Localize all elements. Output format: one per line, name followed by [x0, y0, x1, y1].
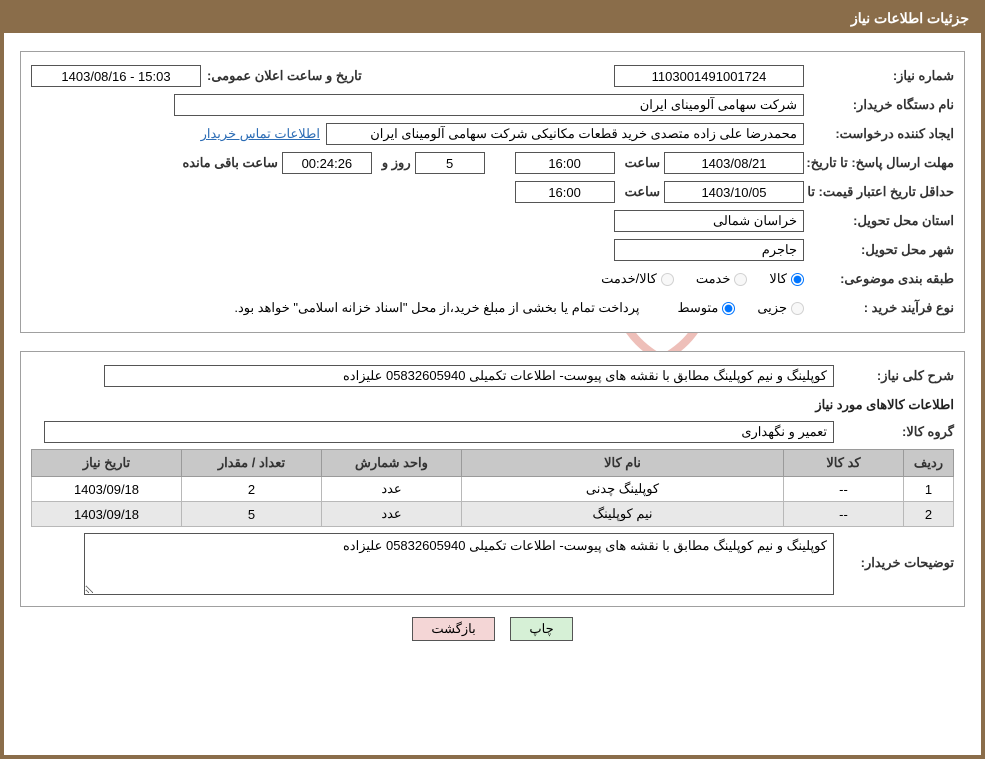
radio-goods[interactable]: [791, 273, 804, 286]
announce-datetime-field[interactable]: [31, 65, 201, 87]
category-label: طبقه بندی موضوعی:: [804, 271, 954, 287]
city-field[interactable]: [614, 239, 804, 261]
th-code: کد کالا: [784, 450, 904, 477]
table-cell: کوپلینگ چدنی: [462, 477, 784, 502]
reply-date-field[interactable]: [664, 152, 804, 174]
goods-group-label: گروه کالا:: [834, 424, 954, 440]
table-cell: نیم کوپلینگ: [462, 502, 784, 527]
table-cell: --: [784, 477, 904, 502]
buyer-org-field[interactable]: [174, 94, 804, 116]
th-date: تاریخ نیاز: [32, 450, 182, 477]
table-cell: 1: [904, 477, 954, 502]
buyer-notes-label: توضیحات خریدار:: [834, 533, 954, 571]
panel-header: جزئیات اطلاعات نیاز: [4, 4, 981, 33]
button-row: چاپ بازگشت: [4, 617, 981, 641]
radio-goods-service[interactable]: [661, 273, 674, 286]
purchase-type-label: نوع فرآیند خرید :: [804, 300, 954, 316]
need-number-label: شماره نیاز:: [804, 68, 954, 84]
table-row: 1--کوپلینگ چدنیعدد21403/09/18: [32, 477, 954, 502]
buyer-org-label: نام دستگاه خریدار:: [804, 97, 954, 113]
buyer-contact-link[interactable]: اطلاعات تماس خریدار: [201, 126, 320, 142]
time-label-2: ساعت: [619, 184, 660, 200]
table-cell: 2: [182, 477, 322, 502]
header-title: جزئیات اطلاعات نیاز: [851, 10, 969, 26]
table-row: 2--نیم کوپلینگعدد51403/09/18: [32, 502, 954, 527]
requester-label: ایجاد کننده درخواست:: [804, 126, 954, 142]
radio-service-label: خدمت: [696, 271, 731, 287]
city-label: شهر محل تحویل:: [804, 242, 954, 258]
th-name: نام کالا: [462, 450, 784, 477]
th-row: ردیف: [904, 450, 954, 477]
radio-medium-label: متوسط: [677, 300, 718, 316]
details-panel: شماره نیاز: تاریخ و ساعت اعلان عمومی: نا…: [20, 51, 965, 333]
radio-minor[interactable]: [791, 302, 804, 315]
table-cell: 1403/09/18: [32, 502, 182, 527]
announce-datetime-label: تاریخ و ساعت اعلان عمومی:: [201, 68, 362, 84]
items-info-title: اطلاعات کالاهای مورد نیاز: [31, 397, 954, 413]
radio-medium[interactable]: [722, 302, 735, 315]
radio-service[interactable]: [734, 273, 747, 286]
table-cell: 2: [904, 502, 954, 527]
need-summary-label: شرح کلی نیاز:: [834, 368, 954, 384]
radio-goods-label: کالا: [769, 271, 787, 287]
need-number-field[interactable]: [614, 65, 804, 87]
print-button[interactable]: چاپ: [510, 617, 572, 641]
table-cell: --: [784, 502, 904, 527]
back-button[interactable]: بازگشت: [412, 617, 494, 641]
reply-deadline-label: مهلت ارسال پاسخ: تا تاریخ:: [804, 155, 954, 171]
purchase-note: پرداخت تمام یا بخشی از مبلغ خرید،از محل …: [234, 300, 639, 316]
validity-time-field[interactable]: [515, 181, 615, 203]
radio-goods-service-label: کالا/خدمت: [601, 271, 657, 287]
requester-field[interactable]: [326, 123, 804, 145]
table-cell: عدد: [322, 502, 462, 527]
buyer-notes-field[interactable]: [84, 533, 834, 595]
th-qty: تعداد / مقدار: [182, 450, 322, 477]
need-summary-field[interactable]: [104, 365, 834, 387]
table-cell: 1403/09/18: [32, 477, 182, 502]
table-cell: عدد: [322, 477, 462, 502]
province-label: استان محل تحویل:: [804, 213, 954, 229]
validity-label: حداقل تاریخ اعتبار قیمت: تا تاریخ:: [804, 184, 954, 200]
remaining-label: ساعت باقی مانده: [176, 155, 277, 171]
days-remaining-field[interactable]: [415, 152, 485, 174]
table-cell: 5: [182, 502, 322, 527]
validity-date-field[interactable]: [664, 181, 804, 203]
items-table: ردیف کد کالا نام کالا واحد شمارش تعداد /…: [31, 449, 954, 527]
goods-group-field[interactable]: [44, 421, 834, 443]
days-and-label: روز و: [376, 155, 411, 171]
th-unit: واحد شمارش: [322, 450, 462, 477]
items-panel: شرح کلی نیاز: اطلاعات کالاهای مورد نیاز …: [20, 351, 965, 607]
radio-minor-label: جزیی: [757, 300, 787, 316]
countdown-field[interactable]: [282, 152, 372, 174]
table-header-row: ردیف کد کالا نام کالا واحد شمارش تعداد /…: [32, 450, 954, 477]
reply-time-field[interactable]: [515, 152, 615, 174]
time-label-1: ساعت: [619, 155, 660, 171]
province-field[interactable]: [614, 210, 804, 232]
